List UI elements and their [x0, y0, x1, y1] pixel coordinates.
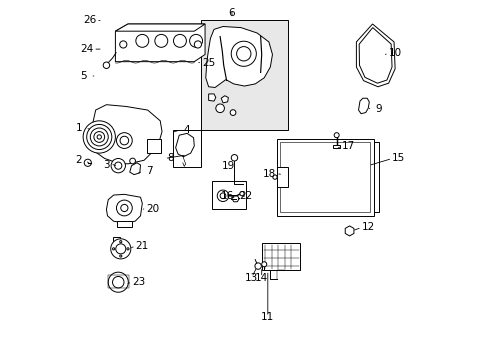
Circle shape	[116, 133, 132, 148]
Circle shape	[116, 244, 125, 254]
Circle shape	[129, 158, 135, 164]
Polygon shape	[115, 24, 204, 31]
Polygon shape	[91, 105, 162, 164]
Circle shape	[215, 104, 224, 113]
Circle shape	[86, 125, 112, 149]
Circle shape	[97, 135, 101, 139]
Circle shape	[110, 239, 131, 259]
Circle shape	[116, 200, 132, 216]
Circle shape	[115, 162, 122, 169]
Text: 15: 15	[391, 153, 405, 163]
Text: 24: 24	[80, 44, 93, 54]
Text: 21: 21	[135, 241, 149, 251]
Bar	[172, 130, 201, 167]
Circle shape	[111, 158, 125, 173]
Polygon shape	[221, 96, 228, 103]
Circle shape	[231, 41, 256, 66]
Text: 19: 19	[221, 161, 235, 171]
Polygon shape	[356, 24, 394, 87]
Text: 5: 5	[81, 71, 87, 81]
Polygon shape	[345, 226, 353, 236]
Polygon shape	[358, 98, 368, 114]
Circle shape	[254, 263, 261, 269]
Polygon shape	[117, 221, 131, 226]
Circle shape	[239, 192, 244, 196]
Bar	[261, 243, 300, 270]
Text: 3: 3	[103, 159, 109, 170]
Bar	[212, 181, 246, 210]
Circle shape	[120, 255, 122, 257]
Circle shape	[231, 154, 237, 161]
Polygon shape	[129, 163, 140, 175]
Polygon shape	[359, 28, 391, 83]
Text: 10: 10	[388, 48, 401, 58]
Text: 13: 13	[244, 273, 258, 283]
Text: 9: 9	[375, 104, 382, 114]
Text: 12: 12	[361, 222, 374, 232]
Bar	[333, 145, 339, 148]
Text: 18: 18	[263, 168, 276, 179]
Circle shape	[272, 175, 277, 179]
Circle shape	[94, 132, 104, 142]
Circle shape	[120, 136, 128, 145]
Circle shape	[108, 272, 128, 292]
Bar	[201, 21, 287, 130]
Bar	[107, 275, 129, 288]
Text: 7: 7	[146, 166, 152, 176]
Bar	[112, 237, 120, 245]
Polygon shape	[175, 134, 194, 157]
Circle shape	[126, 248, 129, 250]
Circle shape	[189, 35, 202, 47]
Circle shape	[220, 193, 225, 199]
Bar	[280, 142, 369, 212]
Circle shape	[173, 35, 186, 47]
Circle shape	[230, 110, 235, 116]
Text: 4: 4	[183, 125, 190, 135]
Text: 2: 2	[75, 155, 82, 165]
Text: 1: 1	[75, 123, 82, 133]
Circle shape	[136, 35, 148, 47]
Circle shape	[112, 248, 115, 250]
Circle shape	[155, 35, 167, 47]
Circle shape	[90, 128, 108, 146]
Polygon shape	[208, 94, 215, 101]
Text: 26: 26	[83, 15, 96, 26]
Circle shape	[83, 121, 115, 153]
Circle shape	[112, 276, 124, 288]
Text: 25: 25	[202, 58, 215, 68]
Circle shape	[236, 46, 250, 61]
Polygon shape	[106, 194, 142, 223]
Circle shape	[121, 204, 128, 212]
Text: 22: 22	[239, 191, 252, 201]
Circle shape	[194, 41, 201, 48]
Circle shape	[84, 159, 91, 166]
Text: 8: 8	[167, 153, 174, 163]
Text: 6: 6	[228, 8, 235, 18]
Polygon shape	[115, 24, 204, 62]
Text: 16: 16	[220, 191, 233, 201]
Text: 11: 11	[261, 312, 274, 322]
Bar	[276, 139, 373, 216]
Bar	[373, 142, 378, 212]
Circle shape	[261, 262, 266, 267]
Circle shape	[103, 62, 109, 68]
Text: 20: 20	[146, 204, 159, 214]
Text: 17: 17	[341, 141, 354, 151]
Circle shape	[120, 41, 126, 48]
Text: 14: 14	[255, 273, 268, 283]
Circle shape	[217, 190, 228, 202]
Circle shape	[120, 240, 122, 243]
Polygon shape	[205, 27, 272, 87]
Bar	[276, 167, 287, 187]
Bar	[147, 139, 160, 153]
Text: 23: 23	[132, 277, 145, 287]
Circle shape	[333, 133, 339, 138]
